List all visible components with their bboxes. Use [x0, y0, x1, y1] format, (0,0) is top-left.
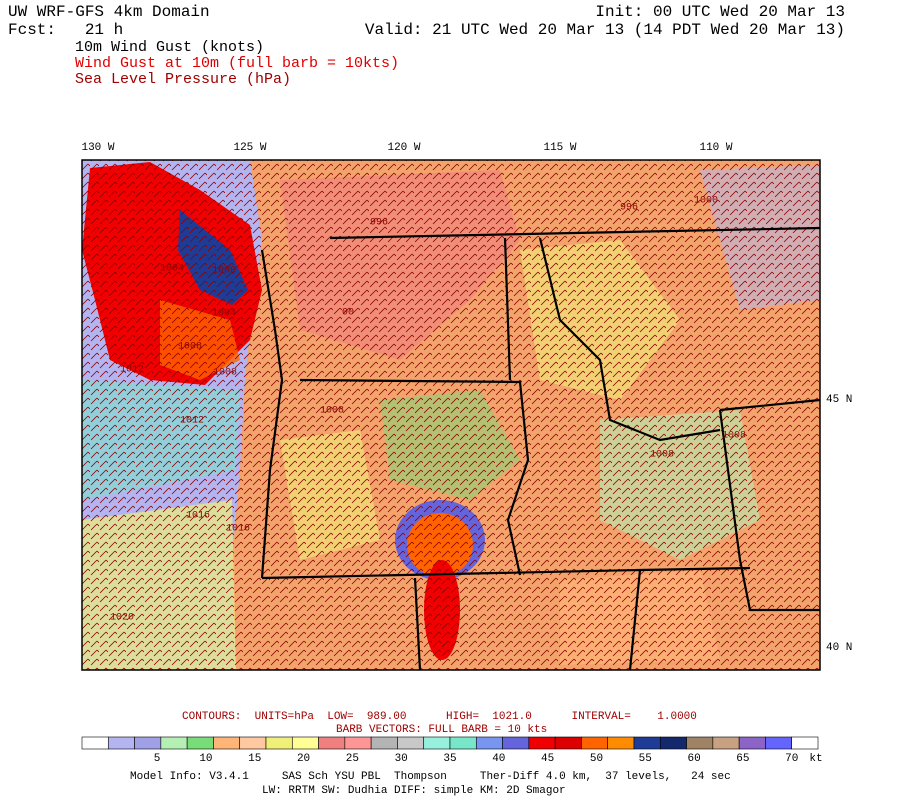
colorbar-label: 40	[492, 753, 505, 765]
contour-label: 1004	[160, 264, 184, 275]
contour-label: 1008	[650, 450, 674, 461]
title: UW WRF-GFS 4km Domain	[8, 3, 210, 21]
contour-label: 1000	[694, 196, 718, 207]
colorbar-unit: kt	[809, 753, 822, 765]
colorbar-swatch	[738, 736, 766, 750]
contour-label: 1004	[212, 309, 236, 320]
longitude-label: 130 W	[81, 142, 114, 154]
colorbar-swatch	[659, 736, 687, 750]
colorbar-label: 30	[395, 753, 408, 765]
contour-label: 1008	[722, 431, 746, 442]
colorbar-swatch	[107, 736, 135, 750]
colorbar-label: 15	[248, 753, 261, 765]
pressure-label: Sea Level Pressure (hPa)	[75, 71, 291, 88]
contour-label: 1008	[213, 368, 237, 379]
contour-label: 996	[370, 218, 388, 229]
colorbar-swatch	[160, 736, 188, 750]
longitude-label: 115 W	[543, 142, 576, 154]
colorbar-swatch	[344, 736, 372, 750]
contour-label: 1020	[110, 613, 134, 624]
colorbar-swatch	[607, 736, 635, 750]
contour-labels: 996 996 1000 1004 1000 1004 1008 1012 10…	[110, 196, 746, 624]
barb-info: BARB VECTORS: FULL BARB = 10 kts	[336, 724, 547, 736]
colorbar-swatch	[291, 736, 319, 750]
colorbar-swatch	[686, 736, 714, 750]
colorbar-swatch	[423, 736, 451, 750]
colorbar-swatch	[265, 736, 293, 750]
colorbar-swatch	[81, 736, 109, 750]
colorbar-label: 65	[736, 753, 749, 765]
barb-label: Wind Gust at 10m (full barb = 10kts)	[75, 55, 399, 72]
longitude-label: 120 W	[387, 142, 420, 154]
colorbar-label: 35	[443, 753, 456, 765]
colorbar-swatch	[186, 736, 214, 750]
colorbar-label: 45	[541, 753, 554, 765]
colorbar-swatch	[502, 736, 530, 750]
contour-label: 996	[620, 203, 638, 214]
forecast-hour: Fcst: 21 h	[8, 21, 123, 39]
colorbar-label: 10	[199, 753, 212, 765]
colorbar-label: 70	[785, 753, 798, 765]
colorbar: 5 10 15 20 25 30 35 40 45 50 55 60 65 70 kt	[81, 736, 823, 765]
contour-label: 1008	[178, 342, 202, 353]
colorbar-swatch	[554, 736, 582, 750]
colorbar-label: 25	[346, 753, 359, 765]
latitude-label: 40 N	[826, 642, 852, 654]
field-label: 10m Wind Gust (knots)	[75, 39, 264, 56]
colorbar-swatch	[581, 736, 609, 750]
contour-label: 1012	[120, 365, 144, 376]
longitude-label: 125 W	[233, 142, 266, 154]
colorbar-swatch	[765, 736, 793, 750]
longitude-label: 110 W	[699, 142, 732, 154]
contour-label: 1008	[320, 406, 344, 417]
colorbar-label: 55	[639, 753, 652, 765]
colorbar-label: 5	[154, 753, 161, 765]
colorbar-swatch	[134, 736, 162, 750]
colorbar-swatch	[213, 736, 241, 750]
valid-time: Valid: 21 UTC Wed 20 Mar 13 (14 PDT Wed …	[365, 21, 845, 39]
latitude-label: 45 N	[826, 394, 852, 406]
colorbar-swatch	[475, 736, 503, 750]
contour-label: 1016	[226, 524, 250, 535]
colorbar-swatch	[318, 736, 346, 750]
colorbar-swatch	[712, 736, 740, 750]
colorbar-swatch	[397, 736, 425, 750]
contour-label: 1000	[212, 266, 236, 277]
model-info: LW: RRTM SW: Dudhia DIFF: simple KM: 2D …	[262, 785, 566, 797]
colorbar-label: 50	[590, 753, 603, 765]
contour-label: 1016	[186, 511, 210, 522]
colorbar-swatch	[239, 736, 267, 750]
contour-label: 1012	[180, 416, 204, 427]
model-info: Model Info: V3.4.1 SAS Sch YSU PBL Thomp…	[130, 771, 731, 783]
init-time: Init: 00 UTC Wed 20 Mar 13	[595, 3, 845, 21]
colorbar-swatch	[449, 736, 477, 750]
colorbar-label: 20	[297, 753, 310, 765]
map	[81, 159, 821, 671]
colorbar-swatch	[791, 736, 819, 750]
colorbar-swatch	[633, 736, 661, 750]
colorbar-swatch	[370, 736, 398, 750]
contour-info: CONTOURS: UNITS=hPa LOW= 989.00 HIGH= 10…	[182, 711, 697, 723]
colorbar-swatch	[528, 736, 556, 750]
contour-label: 00	[342, 308, 354, 319]
colorbar-label: 60	[687, 753, 700, 765]
